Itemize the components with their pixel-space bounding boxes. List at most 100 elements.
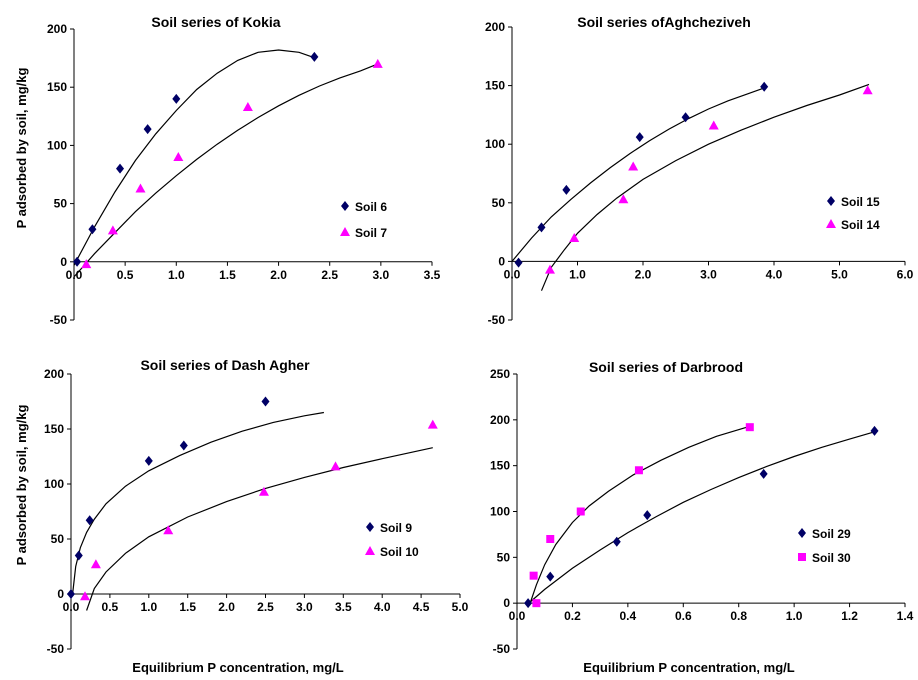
fit-curve (511, 87, 765, 262)
data-point (612, 536, 621, 547)
x-tick-label: 3.0 (373, 268, 390, 282)
legend-label: Soil 29 (812, 527, 851, 541)
legend-marker-diamond (341, 201, 349, 211)
data-point (90, 559, 101, 569)
data-point (310, 51, 319, 62)
legend: Soil 29 Soil 30 (798, 527, 851, 565)
legend: Soil 6 Soil 7 (340, 200, 387, 240)
data-point (258, 486, 269, 496)
data-point (760, 81, 769, 92)
data-point (172, 93, 181, 104)
data-point (618, 194, 629, 204)
x-tick-label: 3.0 (296, 600, 313, 614)
data-point (67, 589, 75, 599)
y-tick-label: -50 (47, 642, 65, 656)
panel-dash-agher: Soil series of Dash Agher Soil 9 Soil 10… (44, 357, 469, 656)
legend-marker (798, 528, 806, 538)
y-tick-label: 0 (60, 255, 67, 269)
data-point (544, 264, 555, 274)
x-tick-label: 0.6 (675, 609, 692, 623)
fit-curve (528, 425, 750, 606)
x-tick-label: 4.5 (413, 600, 430, 614)
legend-marker (366, 522, 374, 532)
x-tick-label: 0.0 (504, 267, 521, 281)
legend-marker (798, 553, 806, 561)
y-tick-label: 100 (47, 138, 67, 152)
data-point (870, 425, 879, 436)
data-point (116, 163, 125, 174)
legend-label: Soil 7 (355, 226, 387, 240)
data-point (173, 152, 184, 162)
data-point (107, 225, 118, 235)
y-tick-label: 0 (503, 596, 510, 610)
x-tick-label: 0.4 (620, 609, 637, 623)
x-tick-label: 0.5 (102, 600, 119, 614)
data-point (635, 132, 644, 143)
y-tick-label: 0 (498, 254, 505, 268)
data-point (862, 85, 873, 95)
data-point (372, 58, 383, 68)
y-axis-label-bottom: P adsorbed by soil, mg/kg (14, 405, 29, 566)
data-point (330, 461, 341, 471)
data-point (529, 571, 538, 580)
panel-aghcheziveh: Soil series ofAghcheziveh Soil 15 Soil 1… (485, 14, 914, 327)
data-point (143, 124, 152, 135)
legend-marker (365, 546, 375, 555)
x-tick-label: 1.5 (219, 268, 236, 282)
chart-title: Soil series of Dash Agher (140, 357, 310, 373)
legend-marker-diamond (366, 522, 374, 532)
chart-title: Soil series ofAghcheziveh (577, 14, 751, 30)
chart-title: Soil series of Darbrood (589, 359, 743, 375)
legend-marker-diamond (798, 528, 806, 538)
y-tick-label: 150 (485, 79, 505, 93)
legend-marker-triangle (826, 219, 836, 228)
x-tick-label: 2.5 (321, 268, 338, 282)
legend-label: Soil 15 (841, 195, 880, 209)
legend: Soil 15 Soil 14 (826, 195, 880, 232)
y-tick-label: 200 (485, 20, 505, 34)
x-axis-label-right: Equilibrium P concentration, mg/L (583, 660, 794, 675)
data-point (532, 599, 541, 608)
data-point (576, 507, 585, 516)
y-tick-label: -50 (50, 313, 68, 327)
data-point (562, 184, 571, 195)
y-tick-label: 150 (490, 459, 510, 473)
fit-curve (73, 49, 316, 266)
y-tick-label: 50 (492, 196, 506, 210)
x-tick-label: 0.0 (509, 609, 526, 623)
data-point (74, 550, 83, 561)
data-point (135, 183, 146, 193)
data-point (708, 120, 719, 130)
legend-marker (827, 196, 835, 206)
y-tick-label: -50 (493, 642, 511, 656)
x-tick-label: 1.5 (179, 600, 196, 614)
y-tick-label: 200 (47, 22, 67, 36)
x-tick-label: 0.2 (564, 609, 581, 623)
data-point (546, 535, 555, 543)
x-tick-label: 4.0 (374, 600, 391, 614)
y-tick-label: 100 (44, 477, 64, 491)
x-tick-label: 5.0 (831, 267, 848, 281)
x-tick-label: 1.4 (897, 609, 914, 623)
legend-marker-triangle (365, 546, 375, 555)
data-point (144, 455, 153, 466)
data-point (628, 161, 639, 171)
x-tick-label: 5.0 (452, 600, 469, 614)
y-tick-label: 250 (490, 367, 510, 381)
data-point (514, 257, 523, 268)
x-tick-label: 1.2 (841, 609, 858, 623)
data-point (427, 419, 438, 429)
y-tick-label: 0 (57, 587, 64, 601)
x-tick-label: 1.0 (569, 267, 586, 281)
data-point (73, 256, 82, 267)
y-axis-label-top: P adsorbed by soil, mg/kg (14, 68, 29, 229)
legend-marker-triangle (340, 227, 350, 236)
legend-marker-square (798, 553, 806, 561)
data-point (242, 101, 253, 111)
x-tick-label: 2.0 (635, 267, 652, 281)
y-tick-label: 50 (54, 197, 68, 211)
legend-label: Soil 10 (380, 545, 419, 559)
x-tick-label: 2.0 (218, 600, 235, 614)
data-point (163, 525, 174, 535)
data-point (179, 440, 188, 451)
